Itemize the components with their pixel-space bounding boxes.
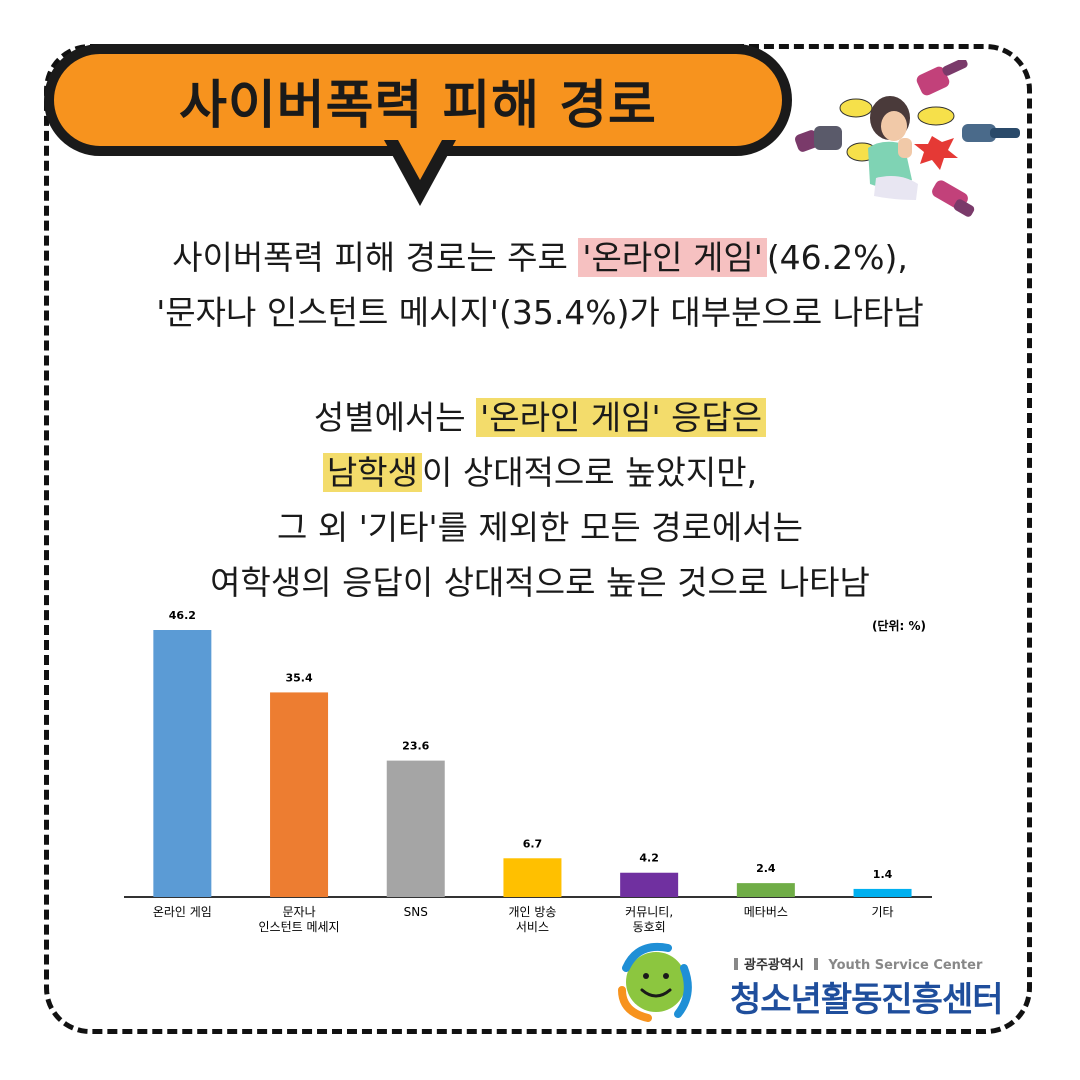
title-bubble-tail: [384, 140, 456, 206]
cyberbullying-illustration: [794, 60, 1020, 217]
detail-line-2: 남학생 이 상대적으로 높았지만,: [60, 445, 1020, 500]
summary-line-2: '문자나 인스턴트 메시지'(35.4%)가 대부분으로 나타남: [156, 293, 924, 332]
pointing-fist-icon: [794, 126, 842, 152]
category-label-2: 인스턴트 메세지: [258, 920, 339, 934]
detail-text: 성별에서는 '온라인 게임' 응답은 남학생 이 상대적으로 높았지만, 그 외 …: [60, 390, 1020, 610]
data-label-5: 4.2: [639, 852, 659, 865]
detail-line-1-start: 성별에서는: [313, 398, 477, 437]
bar-2: [270, 692, 329, 897]
category-label-7: 기타: [872, 905, 894, 919]
logo-english-name: Youth Service Center: [828, 958, 983, 973]
bar-5: [620, 872, 679, 897]
bar-4: [503, 858, 562, 897]
data-label-4: 6.7: [523, 837, 543, 850]
detail-line-3: 그 외 '기타'를 제외한 모든 경로에서는: [277, 508, 803, 547]
logo-city: 광주광역시: [744, 958, 804, 973]
category-label-6: 메타버스: [744, 905, 788, 919]
bar-7: [853, 888, 912, 897]
data-label-1: 46.2: [169, 609, 196, 622]
category-label-4: 개인 방송: [508, 905, 556, 919]
highlight-online-game-answer: '온라인 게임' 응답은: [476, 398, 767, 437]
summary-line-1-end: (46.2%),: [766, 238, 908, 277]
category-label-3: SNS: [404, 905, 428, 919]
logo-separator: [734, 958, 738, 970]
summary-line-1: 사이버폭력 피해 경로는 주로 '온라인 게임' (46.2%),: [60, 230, 1020, 285]
burst-icon: [914, 136, 958, 170]
summary-text: 사이버폭력 피해 경로는 주로 '온라인 게임' (46.2%), '문자나 인스…: [60, 230, 1020, 340]
pointing-fist-icon: [916, 60, 968, 96]
pointing-fist-icon: [962, 124, 1020, 142]
bar-1: [153, 630, 212, 897]
bar-3: [386, 760, 445, 897]
highlight-male-students: 남학생: [322, 453, 422, 492]
chart-unit-label: (단위: %): [872, 618, 926, 633]
category-label-5: 동호회: [633, 920, 666, 934]
category-label-5: 커뮤니티,: [625, 905, 673, 919]
category-label-2: 문자나: [282, 905, 315, 919]
highlight-online-game: '온라인 게임': [578, 238, 767, 277]
detail-line-1: 성별에서는 '온라인 게임' 응답은: [60, 390, 1020, 445]
category-label-1: 온라인 게임: [153, 905, 212, 919]
detail-line-2-end: 이 상대적으로 높았지만,: [422, 453, 758, 492]
logo-mark: [618, 943, 692, 1022]
summary-line-1-start: 사이버폭력 피해 경로는 주로: [172, 238, 579, 277]
speech-bubble-icon: [917, 106, 955, 126]
data-label-7: 1.4: [873, 868, 893, 881]
bar-6: [736, 883, 795, 897]
speech-bubble-icon: [839, 98, 873, 118]
smiley-logo-icon: [618, 943, 692, 1022]
data-label-6: 2.4: [756, 862, 776, 875]
category-label-4: 서비스: [516, 920, 549, 934]
data-label-2: 35.4: [285, 671, 312, 684]
logo-subtitle: 광주광역시 Youth Service Center: [734, 954, 982, 973]
detail-line-4: 여학생의 응답이 상대적으로 높은 것으로 나타남: [210, 563, 870, 602]
pointing-fist-icon: [932, 180, 975, 217]
logo-separator: [814, 958, 819, 970]
logo-name: 청소년활동진흥센터: [730, 980, 1004, 1020]
crying-girl-icon: [868, 96, 918, 200]
data-label-3: 23.6: [402, 740, 429, 753]
page-title: 사이버폭력 피해 경로: [179, 75, 657, 136]
